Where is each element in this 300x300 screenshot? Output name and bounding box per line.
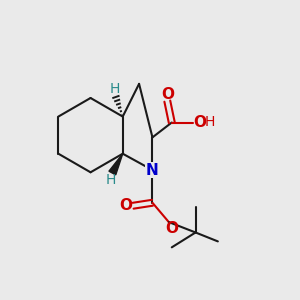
Text: O: O [161, 87, 174, 102]
Text: N: N [146, 163, 159, 178]
Text: O: O [165, 221, 178, 236]
Text: O: O [193, 115, 206, 130]
Text: H: H [110, 82, 121, 96]
Text: H: H [204, 115, 215, 129]
Polygon shape [109, 154, 123, 175]
Text: H: H [106, 173, 116, 188]
Text: O: O [119, 198, 132, 213]
